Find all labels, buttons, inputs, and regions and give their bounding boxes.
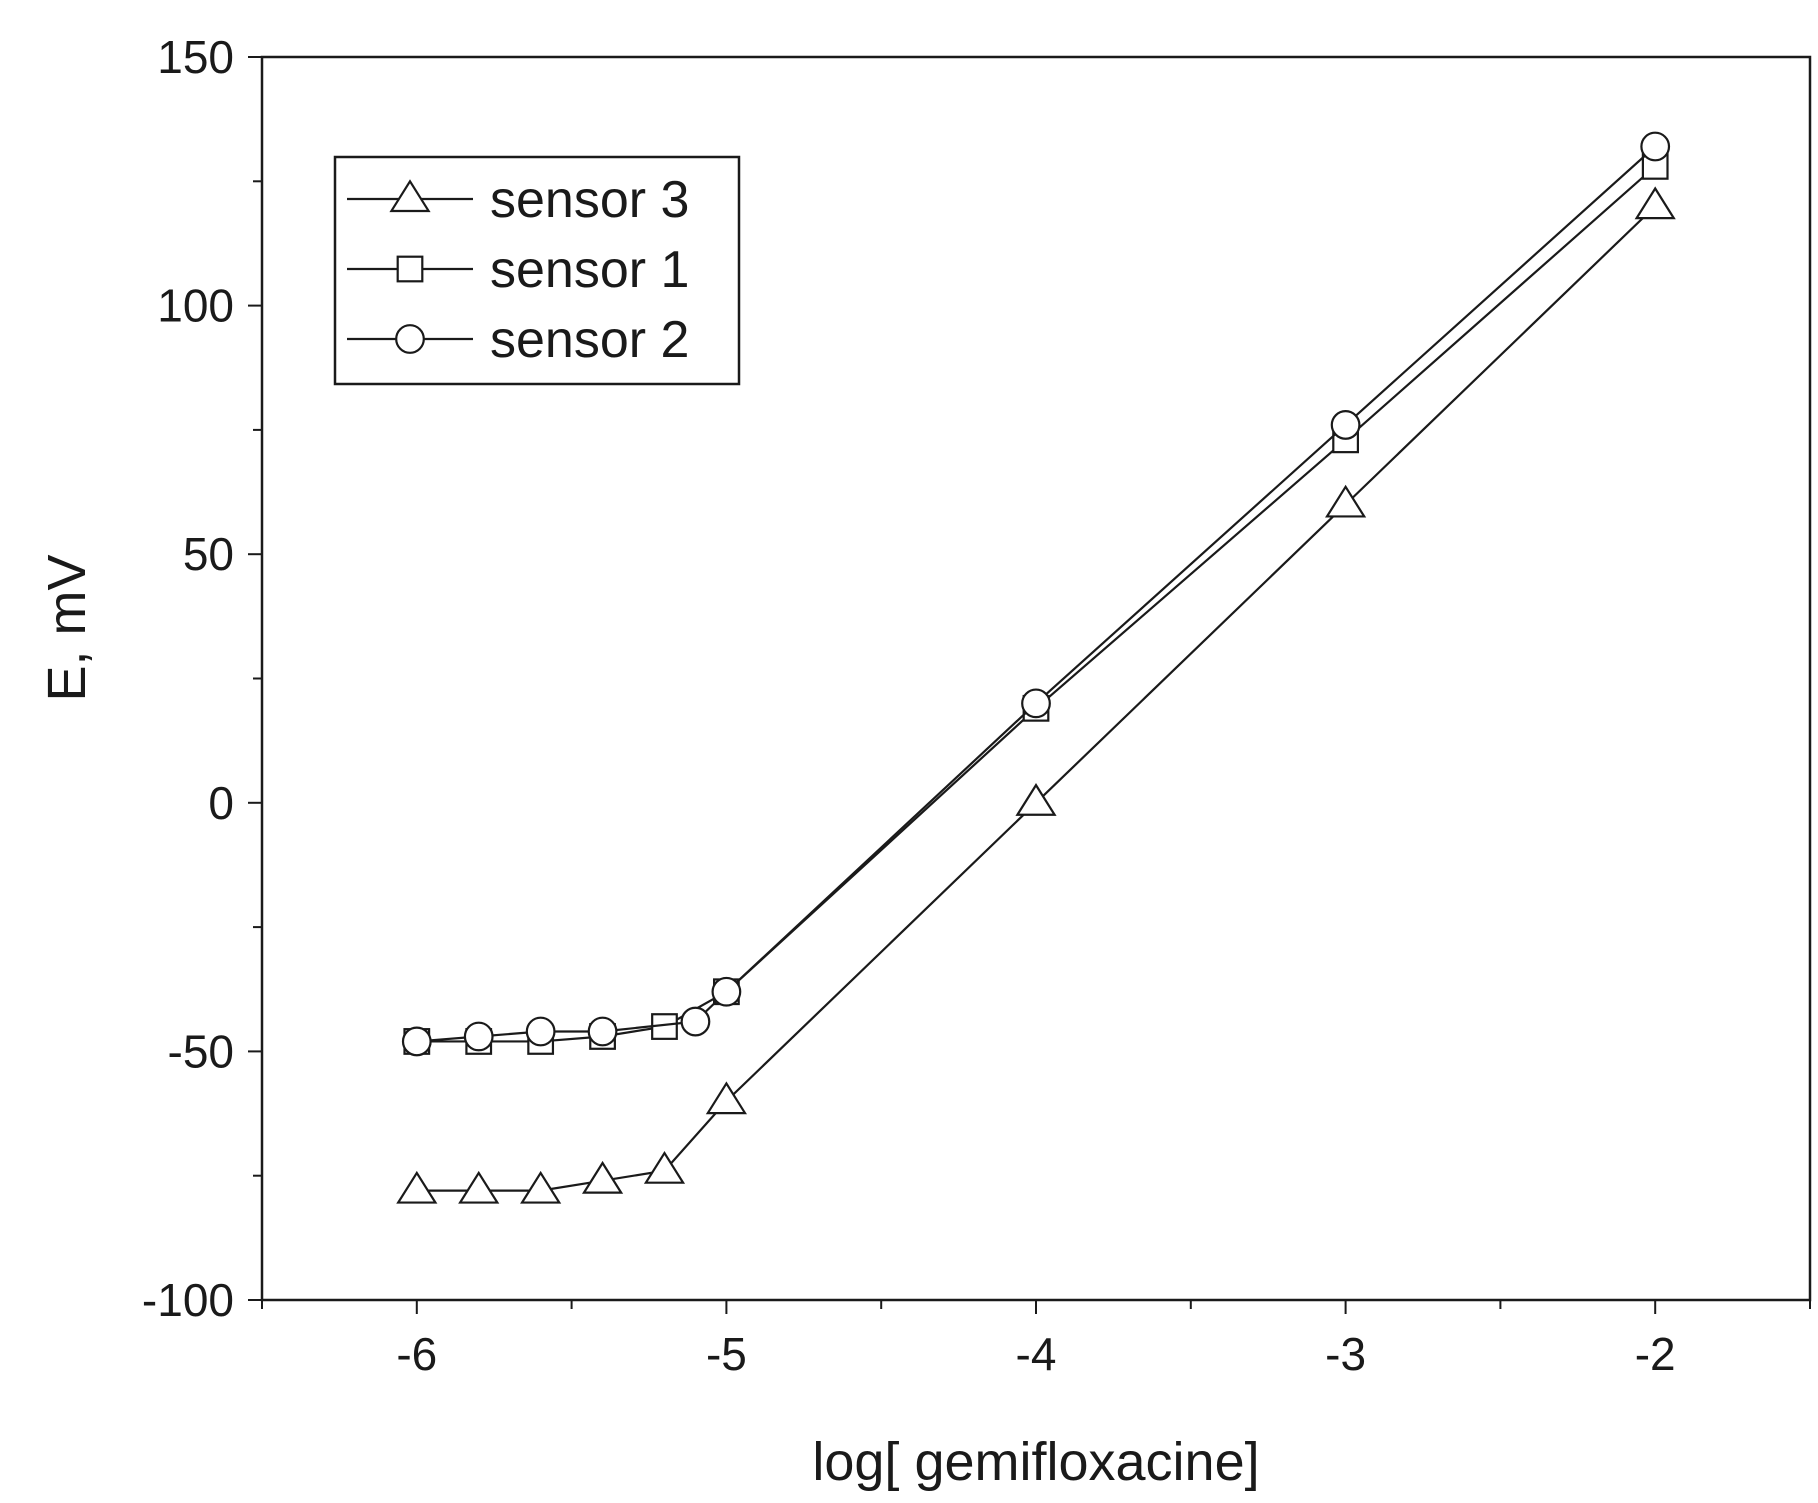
- data-point-circle: [680, 1006, 711, 1037]
- x-tick-label: -4: [1016, 1328, 1057, 1380]
- data-point-circle: [1330, 410, 1361, 440]
- data-point-circle: [1021, 688, 1051, 719]
- y-tick-label: 0: [208, 777, 234, 829]
- y-tick-label: 100: [157, 280, 234, 332]
- y-tick-label: 50: [183, 528, 234, 580]
- legend-item: sensor 2: [347, 311, 689, 369]
- legend-label: sensor 3: [490, 171, 689, 229]
- axis-ticks: -6 -5 -4 -3 -2 -100 -50 0 50 100 150: [142, 31, 1811, 1380]
- data-point-square: [651, 1013, 678, 1040]
- legend: sensor 3 sensor 1 sensor 2: [333, 155, 741, 386]
- y-axis-title: E, mV: [37, 554, 97, 701]
- legend-label: sensor 2: [490, 311, 689, 369]
- data-point-circle: [401, 1026, 432, 1057]
- data-point-triangle: [520, 1170, 562, 1204]
- data-point-circle: [711, 976, 742, 1007]
- data-point-triangle: [1325, 484, 1367, 518]
- data-point-triangle: [705, 1081, 747, 1115]
- data-point-circle: [587, 1016, 618, 1047]
- x-tick-label: -3: [1325, 1328, 1366, 1380]
- data-point-circle: [525, 1016, 556, 1047]
- x-tick-label: -6: [396, 1328, 437, 1380]
- y-tick-label: -100: [142, 1274, 234, 1326]
- data-point-triangle: [458, 1170, 500, 1204]
- series-sensor-3: [396, 186, 1676, 1204]
- data-point-circle: [1640, 131, 1671, 162]
- legend-marker-square: [396, 255, 424, 283]
- legend-marker-circle: [395, 324, 425, 354]
- y-tick-label: -50: [168, 1025, 234, 1077]
- x-axis-title: log[ gemifloxacine]: [812, 1432, 1259, 1492]
- data-point-triangle: [1015, 783, 1057, 816]
- data-point-triangle: [396, 1170, 438, 1204]
- legend-marker-triangle: [389, 179, 431, 213]
- data-point-triangle: [581, 1160, 624, 1194]
- data-point-triangle: [1634, 186, 1676, 220]
- data-point-triangle: [643, 1150, 686, 1184]
- y-tick-label: 150: [157, 31, 234, 83]
- legend-item: sensor 3: [347, 171, 689, 229]
- series-group: [396, 131, 1676, 1204]
- legend-label: sensor 1: [490, 241, 689, 299]
- data-point-circle: [463, 1021, 494, 1052]
- x-tick-label: -2: [1635, 1328, 1676, 1380]
- legend-item: sensor 1: [347, 241, 689, 299]
- x-tick-label: -5: [706, 1328, 747, 1380]
- series-sensor-2: [401, 131, 1671, 1057]
